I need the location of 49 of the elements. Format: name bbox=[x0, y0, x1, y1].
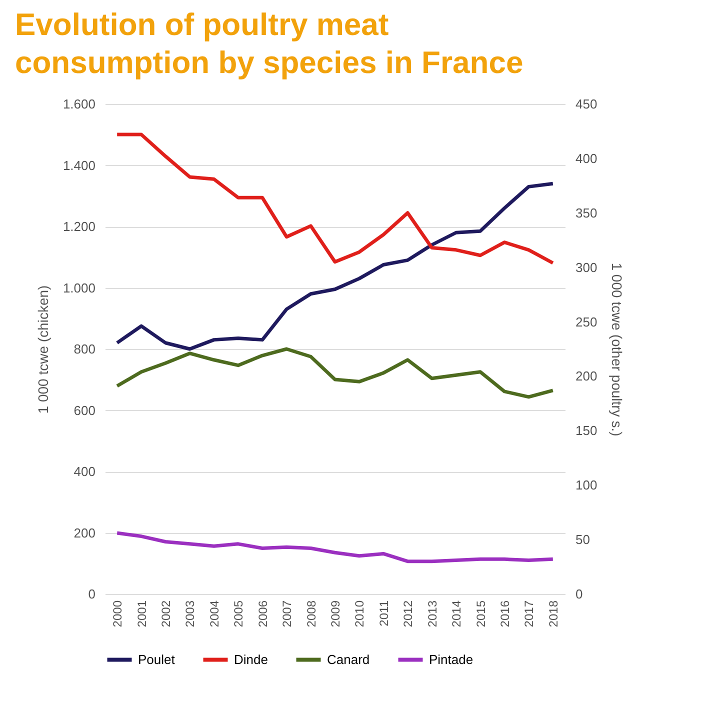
y2-axis-title: 1 000 tcwe (other poultry s.) bbox=[609, 262, 626, 436]
y-tick-label: 1.600 bbox=[62, 96, 96, 112]
x-tick-label: 2005 bbox=[232, 600, 246, 628]
x-tick-label: 2000 bbox=[110, 600, 125, 628]
x-tick-label: 2016 bbox=[498, 600, 512, 628]
y2-tick-label: 400 bbox=[576, 150, 598, 166]
y-tick-label: 600 bbox=[74, 402, 96, 418]
x-tick-label: 2004 bbox=[207, 600, 222, 628]
x-tick-label: 2012 bbox=[401, 600, 416, 628]
y-tick-label: 1.200 bbox=[62, 219, 96, 234]
y2-tick-label: 250 bbox=[576, 314, 598, 330]
y2-tick-label: 450 bbox=[576, 96, 598, 112]
x-tick-label: 2001 bbox=[134, 600, 149, 628]
x-tick-label: 2018 bbox=[546, 600, 560, 628]
line-series bbox=[115, 132, 555, 265]
y2-tick-label: 350 bbox=[576, 205, 598, 220]
x-tick-label: 2007 bbox=[280, 600, 294, 628]
x-tick-label: 2003 bbox=[183, 600, 198, 628]
y2-tick-label: 200 bbox=[576, 368, 598, 384]
legend-label: Pintade bbox=[429, 652, 474, 667]
line-series bbox=[115, 182, 555, 351]
line-series bbox=[115, 347, 555, 399]
y-tick-label: 400 bbox=[74, 464, 96, 479]
y2-tick-label: 150 bbox=[576, 423, 598, 438]
y-tick-label: 800 bbox=[74, 342, 96, 356]
x-tick-label: 2013 bbox=[425, 600, 440, 628]
x-tick-label: 2015 bbox=[474, 600, 488, 628]
y2-tick-label: 0 bbox=[576, 586, 583, 602]
x-tick-label: 2017 bbox=[522, 600, 536, 628]
legend-label: Canard bbox=[327, 652, 370, 667]
x-tick-label: 2008 bbox=[304, 600, 318, 628]
x-tick-label: 2014 bbox=[450, 600, 464, 628]
y2-tick-label: 50 bbox=[576, 532, 590, 548]
x-tick-label: 2010 bbox=[352, 600, 367, 628]
y-tick-label: 1.000 bbox=[62, 280, 96, 296]
line-series bbox=[115, 531, 555, 564]
y-tick-label: 200 bbox=[74, 525, 96, 540]
chart-title: Evolution of poultry meat consumption by species in France bbox=[15, 7, 524, 80]
y-tick-label: 1.400 bbox=[62, 158, 96, 173]
x-tick-label: 2009 bbox=[328, 600, 342, 628]
x-tick-label: 2002 bbox=[159, 600, 174, 628]
y-axis-title: 1 000 tcwe (chicken) bbox=[34, 285, 51, 414]
x-tick-label: 2011 bbox=[376, 600, 391, 626]
x-tick-label: 2006 bbox=[256, 600, 270, 628]
y-tick-label: 0 bbox=[88, 586, 96, 602]
y2-tick-label: 100 bbox=[576, 478, 598, 493]
legend-label: Poulet bbox=[138, 652, 176, 667]
legend-label: Dinde bbox=[234, 652, 268, 667]
y2-tick-label: 300 bbox=[576, 260, 598, 275]
